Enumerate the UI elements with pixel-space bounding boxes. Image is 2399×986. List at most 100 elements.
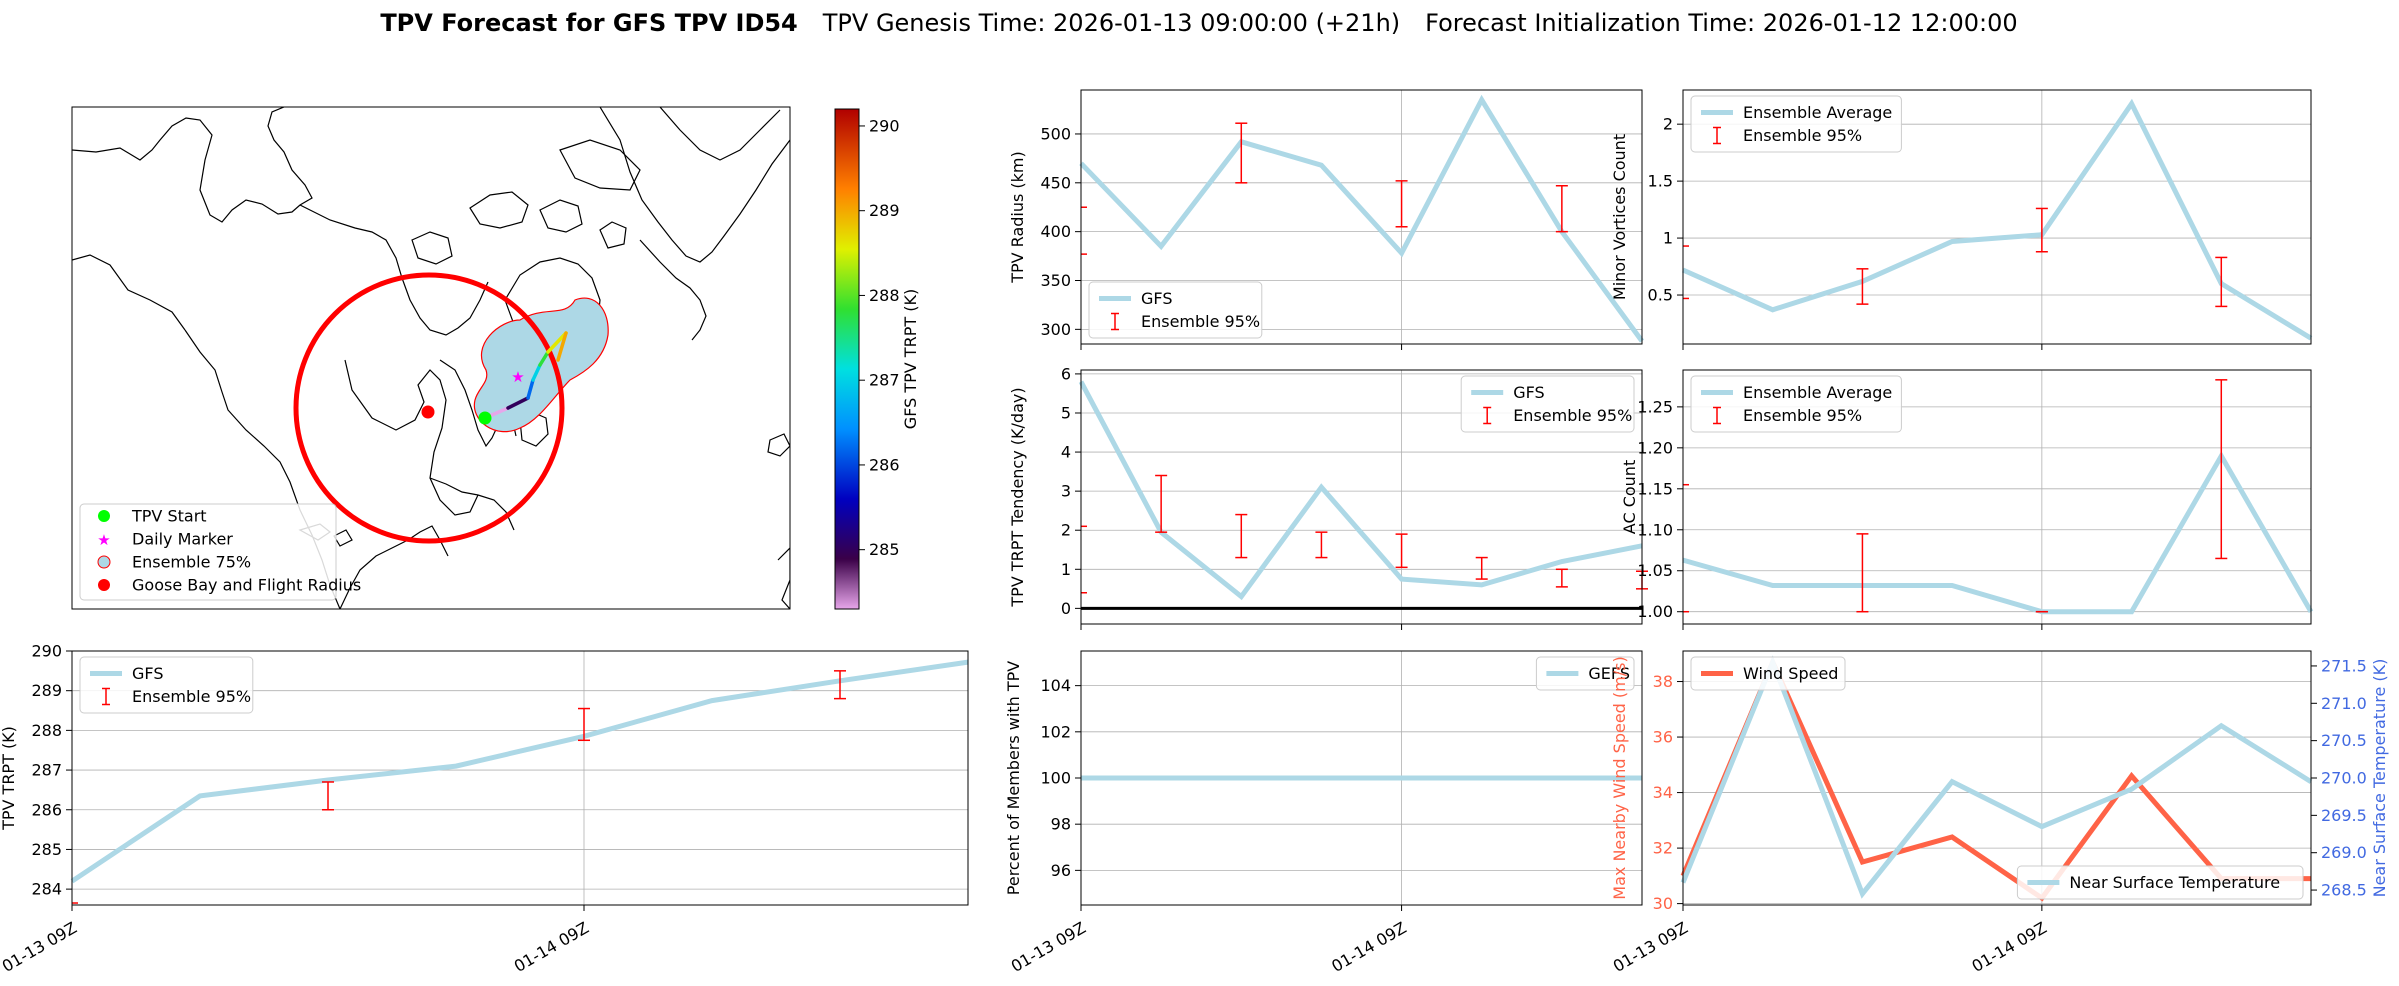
legend-start-icon [98,510,110,522]
y-tick-label: 1.20 [1637,438,1673,457]
y-tick-label: 6 [1061,364,1071,383]
figure-title: TPV Forecast for GFS TPV ID54 TPV Genesis… [380,9,2017,37]
track-segment [546,331,568,354]
y-tick-label: 3 [1061,482,1071,501]
y-tick-label: 102 [1040,722,1071,741]
title-init: Forecast Initialization Time: 2026-01-12… [1425,9,2018,37]
plot-frame [71,650,969,906]
y-tick-label: 1.5 [1648,172,1673,191]
chart-legend-box [1535,656,1635,691]
y2-axis-label: Near Surface Temperature (K) [2370,659,2389,898]
plot-frame [1080,89,1643,345]
chart-members: 96 98 100 102 104 01-13 09Z 01-14 09Z Percent o… [1004,650,1643,976]
y-axis-label: Max Nearby Wind Speed (m/s) [1610,656,1629,899]
y-tick-label: 1.05 [1637,561,1673,580]
colorbar-gradient [834,108,860,610]
y-tick-label: 1.15 [1637,479,1673,498]
chart-legend-label: Ensemble 95% [132,687,251,706]
chart-trpt: 284 285 286 287 288 289 290 01-13 09Z 01-14 09Z T… [0,642,969,976]
y-tick-label: 284 [31,880,62,899]
colorbar: GFS TPV TRPT (K) 285 286 287 288 289 290 [834,108,920,610]
y-tick-label: 96 [1051,861,1071,880]
maritimes-coast [429,477,515,531]
chart-legend-box [1460,375,1635,433]
x-tick-label: 01-14 09Z [511,918,592,976]
daily-marker: ★ [511,368,524,386]
y-tick-label: 285 [31,840,62,859]
y-tick-label: 350 [1040,271,1071,290]
title-bold: TPV Forecast for GFS TPV ID54 [380,9,797,37]
y-tick-label: 290 [31,642,62,661]
y-axis-label: Minor Vortices Count [1610,134,1629,300]
y-axis-label: AC Count [1620,460,1639,534]
y-tick-label: 286 [31,800,62,819]
y-axis-label: TPV TRPT Tendency (K/day) [1008,387,1027,607]
flight-radius-circle [293,272,565,544]
y-tick-label: 1.25 [1637,397,1673,416]
iceland [767,433,790,457]
title-genesis: TPV Genesis Time: 2026-01-13 09:00:00 (+… [822,9,1400,37]
colorbar-tick-label: 290 [869,116,900,135]
y-axis-label: Percent of Members with TPV [1004,661,1023,895]
chart-legend-label: Near Surface Temperature [2069,873,2280,892]
chart-legend-label: GFS [1513,383,1544,402]
canadian-archipelago-north [559,139,641,191]
chart-legend-label: GFS [1141,289,1172,308]
y2-tick-label: 269.5 [2321,806,2367,825]
y-tick-label: 2 [1663,115,1673,134]
y2-tick-label: 270.0 [2321,769,2367,788]
colorbar-tick-label: 287 [869,371,900,390]
colorbar-tick-label: 285 [869,540,900,559]
chart-legend-label: GEFS [1588,664,1630,683]
map-panel: ★ TPV Start ★ Daily Marker Ensemble 75% Goos… [71,106,791,610]
y-tick-label: 300 [1040,320,1071,339]
y-tick-label: 36 [1653,728,1673,747]
chart-legend-box [1690,95,1902,153]
y-tick-label: 289 [31,681,62,700]
chart-tendency: 0 1 2 3 4 5 6 TPV TRPT Tendency (K/day) GFS Ensem… [1008,364,1648,630]
map-legend-box [79,503,337,601]
y2-tick-label: 270.5 [2321,731,2367,750]
arctic-island-c [539,199,583,233]
x-tick-label: 01-13 09Z [1008,918,1089,976]
chart-legend-label: GFS [132,664,163,683]
colorbar-tick-label: 289 [869,201,900,220]
chart-radius: 300 350 400 450 500 TPV Radius (km) GFS Ensembl… [1008,89,1645,350]
y-tick-label: 0.5 [1648,286,1673,305]
y-tick-label: 287 [31,761,62,780]
plot-frame [1682,369,2312,625]
map-legend-label: TPV Start [131,507,207,526]
europe-edge [777,547,790,609]
x-tick-label: 01-13 09Z [0,918,80,976]
y-tick-label: 400 [1040,222,1071,241]
map-legend: TPV Start ★ Daily Marker Ensemble 75% Goose … [79,503,361,601]
map-legend-label: Daily Marker [132,530,233,549]
track-segment [526,378,535,400]
y-tick-label: 1 [1061,560,1071,579]
series-line [1079,94,1645,343]
y-tick-label: 100 [1040,769,1071,788]
y-tick-label: 32 [1653,839,1673,858]
y-tick-label: 1 [1663,229,1673,248]
chart-legend-box [1690,375,1902,433]
chart-legend-label: Ensemble Average [1743,103,1892,122]
chart-legend-box [1088,281,1263,339]
y-tick-label: 288 [31,721,62,740]
track-segment [538,350,550,367]
map-legend-label: Goose Bay and Flight Radius [132,576,361,595]
plot-frame [1682,89,2312,345]
colorbar-label: GFS TPV TRPT (K) [901,289,920,429]
series-line [1078,380,1643,601]
y2-tick-label: 269.0 [2321,843,2367,862]
chart-ac: 1.00 1.05 1.10 1.15 1.20 1.25 AC Count Ensemble… [1620,369,2314,630]
y-tick-label: 4 [1061,443,1071,462]
alaska-southwest [72,254,186,331]
hudson-bay-coast [344,359,479,516]
series-line [70,659,969,884]
greenland [599,107,790,263]
alaska-coast [72,107,313,223]
track-segment [556,331,568,362]
track-segment [531,363,542,382]
chart-wind: 30 32 34 36 38 01-13 09Z 01-14 09Z 268.5 269.0 26… [1610,650,2389,976]
